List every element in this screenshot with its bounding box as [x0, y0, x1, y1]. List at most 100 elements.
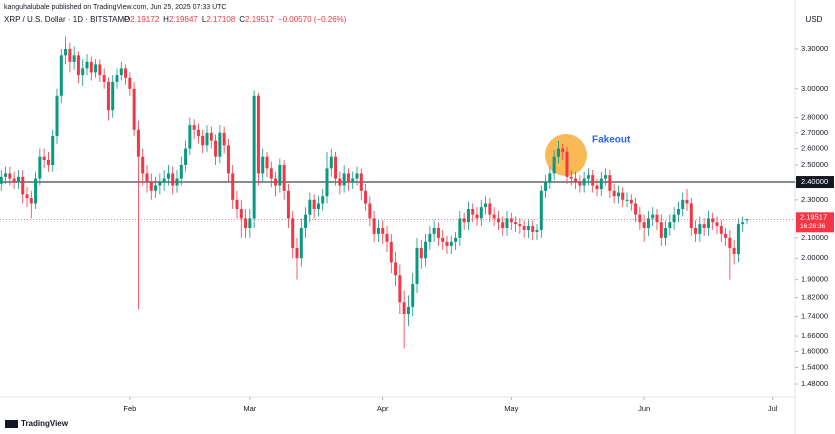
- y-tick-label: 2.80000: [801, 113, 828, 122]
- candle-body: [81, 68, 85, 76]
- logo: TradingView: [5, 419, 69, 428]
- candle-body: [484, 203, 488, 208]
- candle-body: [372, 218, 376, 234]
- candle-body: [218, 132, 222, 157]
- candle-body: [561, 148, 565, 152]
- candle-body: [244, 218, 248, 229]
- candle-body: [698, 224, 702, 234]
- candle-body: [25, 194, 29, 199]
- candle-body: [428, 233, 432, 242]
- candle-body: [158, 182, 162, 186]
- candle-body: [466, 209, 470, 223]
- candle-body: [518, 224, 522, 227]
- candle-body: [252, 95, 256, 219]
- candle-body: [136, 129, 140, 157]
- candle-body: [664, 228, 668, 238]
- annotation: Fakeout: [592, 135, 631, 146]
- candle-body: [175, 178, 179, 186]
- candle-body: [574, 178, 578, 183]
- candle-body: [21, 176, 25, 195]
- candle-body: [629, 199, 633, 204]
- y-tick-label: 1.90000: [801, 275, 828, 284]
- x-tick-label: Mar: [243, 404, 256, 413]
- candle-body: [188, 125, 192, 149]
- candle-body: [312, 199, 316, 210]
- y-tick-label: 1.54000: [801, 362, 828, 371]
- candle-body: [385, 233, 389, 242]
- attribution: kanguhalubale published on TradingView.c…: [4, 4, 226, 11]
- candle-body: [612, 190, 616, 197]
- candle-body: [496, 218, 500, 223]
- candle-body: [98, 64, 102, 76]
- candle-body: [64, 48, 68, 56]
- candle-body: [668, 222, 672, 229]
- candle-body: [539, 190, 543, 230]
- ohlc-key: C: [239, 15, 245, 24]
- candle-body: [364, 190, 368, 204]
- ohlc-value: −0.00570 (−0.26%): [278, 15, 347, 24]
- candle-body: [299, 228, 303, 259]
- candle-body: [398, 275, 402, 303]
- y-tick-label: 3.30000: [801, 44, 828, 53]
- candle-body: [488, 203, 492, 215]
- candle-body: [222, 132, 226, 146]
- candle-body: [548, 173, 552, 183]
- ohlc-key: L: [202, 15, 207, 24]
- candle-body: [505, 218, 509, 229]
- x-tick-label: Jun: [638, 404, 650, 413]
- candle-body: [424, 241, 428, 259]
- candle-body: [655, 214, 659, 223]
- candle-body: [651, 214, 655, 219]
- candle-body: [316, 203, 320, 210]
- candle-body: [715, 222, 719, 227]
- candle-body: [591, 175, 595, 186]
- candle-body: [732, 247, 736, 255]
- candle-body: [295, 247, 299, 259]
- candle-body: [711, 218, 715, 223]
- candle-body: [509, 218, 513, 223]
- candle-body: [55, 95, 59, 136]
- candle-body: [59, 55, 63, 96]
- candle-body: [308, 199, 312, 215]
- candle-body: [239, 209, 243, 219]
- candle-body: [672, 214, 676, 223]
- candle-body: [162, 178, 166, 183]
- candle-body: [724, 233, 728, 238]
- candle-body: [226, 145, 230, 174]
- candle-body: [642, 222, 646, 229]
- candle-body: [265, 156, 269, 169]
- candle-body: [681, 199, 685, 210]
- candle-body: [376, 228, 380, 234]
- candle-body: [166, 173, 170, 179]
- candle-body: [526, 226, 530, 230]
- candle-body: [184, 148, 188, 165]
- x-tick-label: May: [504, 404, 518, 413]
- candle-body: [248, 218, 252, 229]
- candle-body: [406, 306, 410, 315]
- candle-body: [359, 173, 363, 191]
- candle-body: [214, 140, 218, 157]
- y-tick-label: 2.10000: [801, 233, 828, 242]
- candle-body: [604, 175, 608, 179]
- candle-body: [291, 218, 295, 248]
- candle-body: [0, 176, 3, 184]
- candle-body: [599, 178, 603, 190]
- candle-body: [745, 219, 749, 221]
- y-tick-label: 1.60000: [801, 346, 828, 355]
- candle-body: [625, 199, 629, 201]
- candle-body: [741, 222, 745, 225]
- y-tick-label: 3.00000: [801, 84, 828, 93]
- candle-body: [329, 156, 333, 169]
- candle-body: [492, 214, 496, 219]
- x-tick-label: Apr: [377, 404, 389, 413]
- candle-body: [42, 156, 46, 160]
- candle-body: [196, 129, 200, 136]
- candle-body: [432, 228, 436, 234]
- candle-body: [321, 196, 325, 204]
- candle-body: [34, 178, 38, 204]
- level-label: 2.40000: [801, 177, 828, 186]
- candle-body: [436, 228, 440, 238]
- ohlc-value: 2.19847: [169, 15, 198, 24]
- candle-body: [381, 228, 385, 234]
